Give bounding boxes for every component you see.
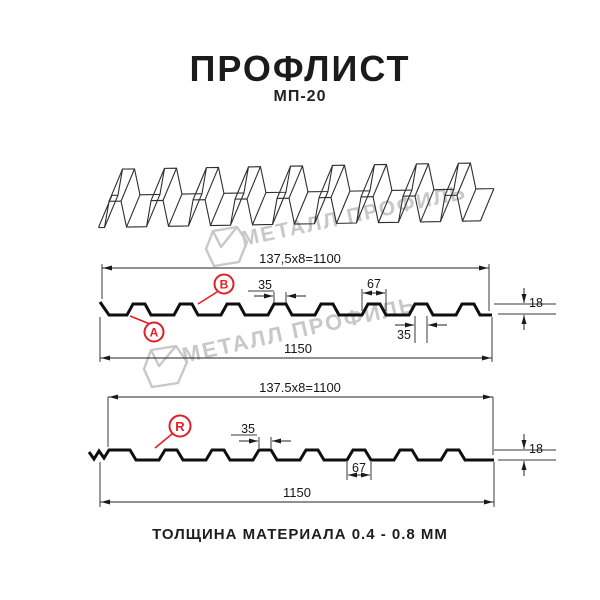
dim-label-height: 18 bbox=[529, 296, 543, 310]
dim-label-crest-top: 35 bbox=[258, 278, 272, 292]
dim-label-width-formula: 137,5x8=1100 bbox=[259, 251, 341, 266]
dim-label-total-width: 1150 bbox=[283, 485, 311, 500]
sheet-3d-drawing bbox=[98, 162, 495, 229]
profile-outline bbox=[87, 448, 494, 462]
extension-lines bbox=[99, 397, 556, 507]
marker-b-circle bbox=[213, 273, 235, 295]
metall-profil-logo-icon bbox=[142, 344, 189, 389]
metall-profil-logo-icon bbox=[204, 225, 249, 268]
dim-label-height: 18 bbox=[529, 442, 543, 456]
profile-outline bbox=[98, 301, 492, 317]
watermark: МЕТАЛЛ ПРОФИЛЬ bbox=[142, 292, 419, 389]
marker-a-leader bbox=[129, 315, 151, 325]
marker-b-label: B bbox=[220, 278, 229, 292]
dim-label-crest-bottom: 35 bbox=[397, 328, 411, 342]
dim-label-width-formula: 137.5x8=1100 bbox=[259, 380, 341, 395]
marker-b-leader bbox=[197, 291, 218, 305]
dim-label-total-width: 1150 bbox=[284, 341, 312, 356]
dim-label-crest-top: 35 bbox=[241, 422, 255, 436]
footer-note: ТОЛЩИНА МАТЕРИАЛА 0.4 - 0.8 ММ bbox=[152, 526, 448, 543]
dim-label-pitch: 67 bbox=[352, 461, 366, 475]
marker-r-circle bbox=[168, 414, 192, 438]
page-subtitle: МП-20 bbox=[273, 88, 327, 105]
watermark-text: МЕТАЛЛ ПРОФИЛЬ bbox=[180, 292, 419, 368]
dim-label-pitch: 67 bbox=[367, 277, 381, 291]
profile-section-bottom: 137.5x8=1100 35 18 67 1150 R bbox=[87, 380, 556, 507]
marker-r-leader bbox=[154, 433, 173, 449]
marker-a-circle bbox=[143, 321, 165, 343]
extension-lines bbox=[99, 264, 556, 362]
marker-r-label: R bbox=[175, 419, 185, 434]
marker-a-label: A bbox=[150, 326, 159, 340]
profile-section-top: 137,5x8=1100 35 67 18 35 1150 B A bbox=[98, 251, 556, 362]
page-title: ПРОФЛИСТ bbox=[189, 48, 411, 89]
